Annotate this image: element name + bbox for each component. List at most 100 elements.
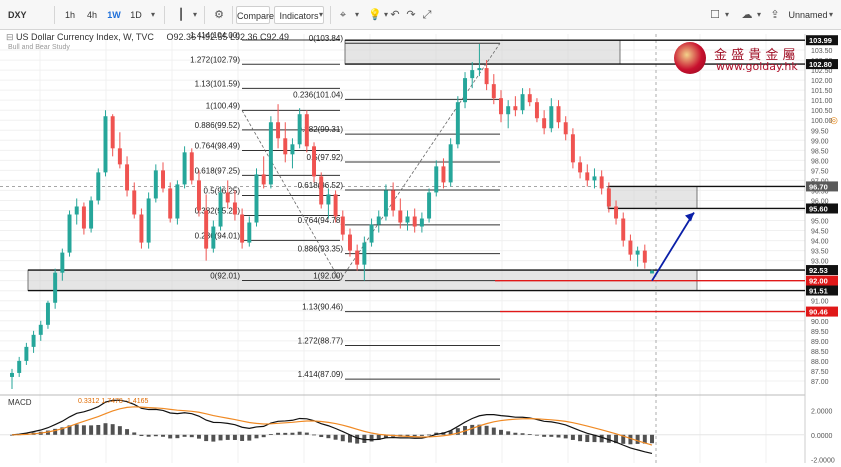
legend-title: US Dollar Currency Index, W, TVC: [16, 32, 154, 42]
fullscreen-icon[interactable]: ⤢: [422, 9, 432, 21]
price-tag-label: 92.00: [809, 277, 828, 286]
layout-name[interactable]: Unnamed: [788, 10, 828, 20]
candle-body: [304, 114, 309, 147]
candle-body: [283, 138, 288, 155]
candle-body: [333, 194, 338, 217]
candlestick-series: [10, 44, 654, 389]
macd-histogram-bar: [225, 434, 230, 440]
undo-icon[interactable]: ↶: [390, 9, 400, 21]
chevron-down-icon[interactable]: ▾: [828, 10, 833, 19]
price-tick-label: 87.50: [811, 369, 829, 376]
macd-histogram-bar: [513, 432, 518, 435]
candle-body: [10, 372, 14, 377]
annotations: [495, 212, 805, 313]
candle-body: [146, 198, 151, 243]
redo-icon[interactable]: ↷: [406, 9, 416, 21]
chevron-down-icon[interactable]: ▾: [724, 10, 729, 19]
fib-level-label: 1(100.49): [206, 101, 241, 110]
chevron-down-icon[interactable]: ▾: [756, 10, 761, 19]
price-tick-label: 100.50: [811, 108, 833, 115]
candle-body: [45, 302, 50, 325]
candle-body: [232, 202, 237, 215]
chevron-down-icon[interactable]: ▾: [318, 10, 323, 19]
macd-histogram-bar: [240, 434, 245, 441]
indicators-button[interactable]: Indicators: [274, 6, 324, 24]
price-tag-label: 102.80: [809, 60, 832, 69]
cloud-upload-icon[interactable]: ⇪: [770, 9, 780, 21]
macd-histogram-bar: [254, 434, 259, 439]
candle-body: [563, 122, 568, 135]
symbol-search[interactable]: DXY: [8, 10, 27, 20]
chevron-down-icon[interactable]: ▾: [192, 10, 197, 19]
interval-1h[interactable]: 1h: [64, 10, 75, 20]
macd-histogram-bar: [455, 428, 460, 435]
candle-body: [96, 172, 101, 201]
macd-histogram-bar: [232, 434, 237, 440]
settings-circle-icon: ◎: [830, 115, 838, 125]
chevron-down-icon[interactable]: ▾: [383, 10, 388, 19]
candle-body: [110, 116, 115, 149]
price-tag-bg: [806, 306, 838, 317]
macd-histogram-bar: [355, 434, 360, 444]
fib-level-label: 1.272(88.77): [298, 336, 344, 345]
candle-body: [398, 210, 403, 223]
macd-histogram-bar: [340, 434, 345, 442]
interval-1d[interactable]: 1D: [130, 10, 142, 20]
macd-histogram-bar: [196, 434, 201, 439]
candle-body: [412, 216, 417, 227]
price-tick-label: 100.00: [811, 118, 833, 125]
chart-legend: ⊟ US Dollar Currency Index, W, TVC O92.3…: [6, 32, 289, 43]
alert-icon[interactable]: ⌖: [339, 9, 347, 21]
candle-body: [520, 94, 525, 111]
compare-button[interactable]: Compare: [236, 6, 274, 24]
price-tick-label: 99.50: [811, 128, 829, 135]
macd-line: [11, 399, 653, 455]
macd-histogram-bar: [297, 431, 302, 435]
candle-body: [369, 224, 374, 243]
macd-histogram-bar: [427, 434, 432, 436]
lightbulb-icon[interactable]: 💡: [368, 9, 382, 21]
macd-histogram-bar: [81, 425, 86, 435]
fib-level-label: 0.382(99.31): [298, 125, 344, 134]
candle-body: [319, 176, 324, 205]
candles-style-icon[interactable]: ┃: [177, 9, 185, 21]
candle-body: [168, 188, 173, 219]
gear-icon[interactable]: ⚙: [214, 9, 224, 21]
candle-body: [312, 146, 316, 177]
legend-expand-icon[interactable]: ⊟: [6, 32, 17, 42]
candle-body: [499, 98, 503, 115]
chevron-down-icon[interactable]: ▾: [354, 10, 359, 19]
candle-body: [650, 270, 654, 274]
candle-body: [182, 152, 187, 185]
macd-tick-label: 2.0000: [811, 408, 833, 415]
macd-histogram-bar: [139, 434, 144, 437]
macd-panel: 2.0000 0.0000 -2.0000: [0, 399, 835, 464]
macd-histogram-bar: [491, 427, 496, 435]
chevron-down-icon[interactable]: ▾: [150, 10, 155, 19]
macd-histogram-bar: [117, 426, 122, 435]
candle-body: [621, 218, 626, 241]
macd-histogram-bar: [261, 434, 266, 438]
interval-1w[interactable]: 1W: [107, 10, 121, 20]
candle-body: [427, 192, 432, 219]
candle-body: [614, 206, 619, 219]
candle-body: [67, 214, 72, 253]
macd-histogram-bar: [175, 434, 180, 439]
candle-body: [383, 190, 388, 217]
macd-histogram-bar: [362, 434, 367, 443]
cloud-icon[interactable]: ☁: [741, 9, 753, 21]
macd-histogram-bar: [383, 434, 388, 438]
candle-body: [125, 164, 130, 191]
interval-4h[interactable]: 4h: [86, 10, 97, 20]
macd-histogram-bar: [534, 434, 539, 436]
fib-level-label: 1.414(87.09): [298, 370, 344, 379]
price-tick-label: 94.50: [811, 229, 829, 236]
macd-histogram-bar: [563, 434, 568, 439]
layout-icon[interactable]: ☐: [710, 9, 720, 21]
price-tick-label: 98.50: [811, 148, 829, 155]
fib-level-label: 0.236(94.01): [195, 231, 241, 240]
macd-histogram-bar: [592, 434, 597, 443]
candle-body: [204, 210, 209, 249]
macd-histogram-bar: [520, 433, 525, 435]
